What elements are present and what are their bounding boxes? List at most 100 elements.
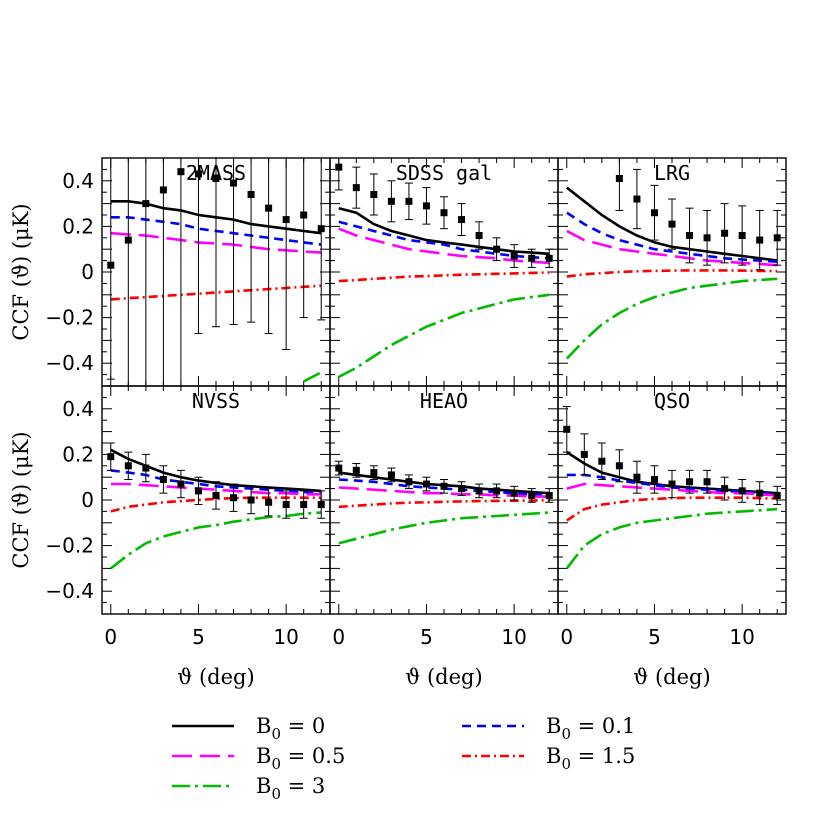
data-point bbox=[194, 487, 202, 495]
data-point bbox=[738, 232, 746, 240]
data-point bbox=[615, 175, 623, 183]
data-point bbox=[721, 485, 729, 493]
data-point bbox=[703, 478, 711, 486]
data-point bbox=[756, 236, 764, 244]
data-point bbox=[773, 234, 781, 242]
y-tick-label: 0.4 bbox=[62, 169, 94, 193]
data-point bbox=[405, 478, 413, 486]
x-tick-label: 0 bbox=[104, 625, 117, 649]
data-point bbox=[370, 190, 378, 198]
x-tick-label: 10 bbox=[729, 625, 754, 649]
data-points bbox=[334, 460, 554, 503]
data-points bbox=[106, 158, 326, 386]
x-axis-label: ϑ (deg) bbox=[405, 665, 482, 689]
data-point bbox=[458, 216, 466, 224]
x-tick-label: 5 bbox=[192, 625, 205, 649]
data-point bbox=[458, 485, 466, 493]
data-point bbox=[107, 453, 115, 461]
data-point bbox=[686, 232, 694, 240]
x-tick-label: 0 bbox=[332, 625, 345, 649]
data-point bbox=[545, 491, 553, 499]
panel-title: LRG bbox=[654, 161, 690, 185]
x-axis-label: ϑ (deg) bbox=[633, 665, 710, 689]
legend-entry: B0 = 3 bbox=[172, 774, 325, 803]
tick-marks bbox=[330, 385, 558, 615]
panel-2mass: 2MASS −0.4 −0.2 0 0.2 0.4 CCF (ϑ) (μK) bbox=[9, 157, 331, 387]
series-line-b0-3 bbox=[565, 277, 778, 360]
data-point bbox=[510, 489, 518, 497]
series-line-b0-1.5 bbox=[338, 271, 550, 283]
data-point bbox=[247, 190, 255, 198]
series-line-b0-1.5 bbox=[338, 498, 550, 509]
legend-entry: B0 = 1.5 bbox=[462, 744, 635, 773]
data-points bbox=[334, 158, 554, 268]
svg-text:CCF (ϑ) (μK): CCF (ϑ) (μK) bbox=[9, 431, 33, 568]
data-point bbox=[194, 170, 202, 178]
data-point bbox=[422, 202, 430, 210]
data-point bbox=[265, 204, 273, 212]
data-point bbox=[159, 475, 167, 483]
data-point bbox=[212, 491, 220, 499]
tick-marks bbox=[102, 157, 330, 387]
y-tick-label: −0.4 bbox=[45, 351, 94, 375]
data-point bbox=[159, 186, 167, 194]
y-tick-label: 0.2 bbox=[62, 442, 94, 466]
data-point bbox=[265, 498, 273, 506]
data-point bbox=[422, 480, 430, 488]
data-point bbox=[387, 197, 395, 205]
data-points bbox=[106, 442, 326, 519]
legend-entry: B0 = 0.1 bbox=[462, 714, 635, 743]
series-line-b0-3 bbox=[109, 511, 322, 570]
data-point bbox=[440, 209, 448, 217]
data-point bbox=[124, 462, 132, 470]
model-curves bbox=[565, 451, 778, 570]
y-tick-label: 0 bbox=[81, 488, 94, 512]
data-point bbox=[598, 457, 606, 465]
data-point bbox=[545, 254, 553, 262]
legend-label: B0 = 0.1 bbox=[546, 714, 635, 743]
x-tick-label: 10 bbox=[501, 625, 526, 649]
data-point bbox=[615, 462, 623, 470]
legend-label: B0 = 0.5 bbox=[256, 744, 345, 773]
data-point bbox=[510, 252, 518, 260]
series-line-b0-1.5 bbox=[566, 496, 778, 522]
panel-title: 2MASS bbox=[186, 161, 246, 185]
data-point bbox=[580, 450, 588, 458]
series-line-b0-3 bbox=[565, 507, 778, 570]
data-point bbox=[107, 261, 115, 269]
x-tick-label: 10 bbox=[273, 625, 298, 649]
data-point bbox=[738, 487, 746, 495]
y-tick-label: −0.4 bbox=[45, 579, 94, 603]
data-point bbox=[650, 209, 658, 217]
legend-label: B0 = 0 bbox=[256, 714, 325, 743]
y-tick-label: 0.4 bbox=[62, 397, 94, 421]
x-tick-label: 0 bbox=[560, 625, 573, 649]
series-line-b0-3 bbox=[338, 293, 550, 379]
legend-label: B0 = 1.5 bbox=[546, 744, 635, 773]
data-point bbox=[300, 501, 308, 509]
series-line-b0-3 bbox=[338, 511, 550, 545]
data-point bbox=[668, 220, 676, 228]
panel-nvss: NVSS −0.4 −0.2 0 0.2 0.4 CCF (ϑ) (μK) 0 5 10 ϑ (de… bbox=[9, 385, 331, 689]
data-point bbox=[528, 254, 536, 262]
legend-entry: B0 = 0 bbox=[172, 714, 325, 743]
data-point bbox=[247, 496, 255, 504]
y-tick-label: 0 bbox=[81, 260, 94, 284]
data-point bbox=[230, 179, 238, 187]
data-point bbox=[282, 501, 290, 509]
panel-title: NVSS bbox=[192, 389, 240, 413]
tick-marks bbox=[102, 385, 330, 615]
y-tick-label: −0.2 bbox=[45, 306, 94, 330]
data-points bbox=[615, 158, 782, 271]
data-point bbox=[212, 175, 220, 183]
legend-label: B0 = 3 bbox=[256, 774, 325, 803]
data-point bbox=[773, 491, 781, 499]
panel-sdss-gal: SDSS gal bbox=[329, 157, 559, 387]
data-point bbox=[633, 473, 641, 481]
data-point bbox=[475, 487, 483, 495]
y-axis-label: CCF (ϑ) (μK) bbox=[9, 431, 33, 568]
data-point bbox=[475, 232, 483, 240]
panel-title: QSO bbox=[654, 389, 690, 413]
data-point bbox=[335, 163, 343, 171]
svg-text:CCF (ϑ) (μK): CCF (ϑ) (μK) bbox=[9, 203, 33, 340]
